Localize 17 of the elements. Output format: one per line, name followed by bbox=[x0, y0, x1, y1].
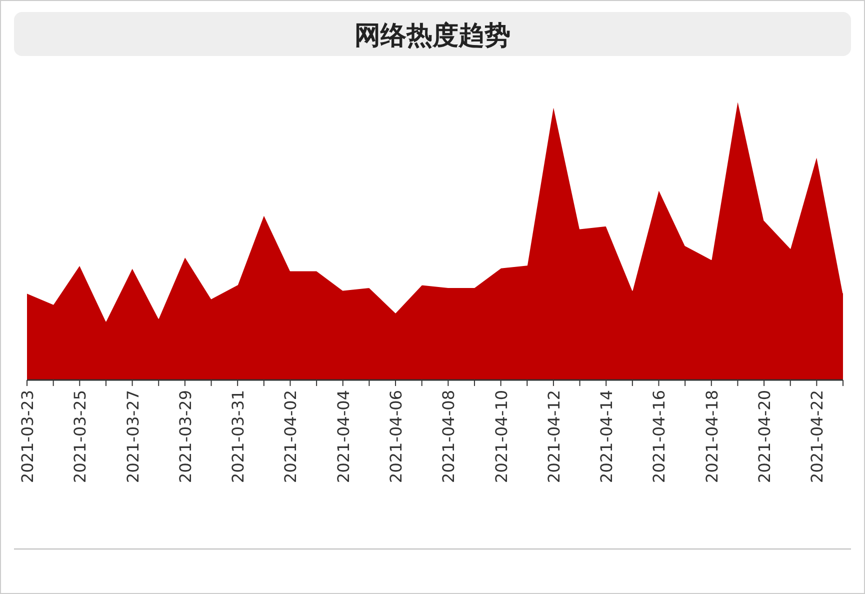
x-tick-label: 2021-04-08 bbox=[439, 390, 458, 483]
x-tick-label: 2021-03-25 bbox=[70, 390, 90, 483]
x-tick-label: 2021-04-20 bbox=[755, 390, 774, 483]
x-tick-label: 2021-04-06 bbox=[386, 390, 406, 483]
x-tick-label: 2021-04-04 bbox=[334, 390, 353, 483]
x-tick-label: 2021-04-02 bbox=[281, 390, 300, 483]
x-tick-label: 2021-03-29 bbox=[176, 390, 195, 483]
x-tick-label: 2021-04-12 bbox=[544, 390, 564, 483]
chart-title: 网络热度趋势 bbox=[354, 21, 510, 51]
x-tick-label: 2021-04-14 bbox=[597, 390, 616, 483]
x-tick-label: 2021-04-22 bbox=[808, 390, 827, 483]
x-tick-label: 2021-04-18 bbox=[702, 390, 722, 483]
x-tick-label: 2021-03-27 bbox=[123, 390, 142, 483]
x-tick-label: 2021-03-31 bbox=[228, 390, 248, 483]
x-tick-label: 2021-04-16 bbox=[650, 390, 669, 483]
x-tick-label: 2021-03-23 bbox=[18, 390, 37, 483]
x-tick-label: 2021-04-10 bbox=[492, 390, 511, 483]
